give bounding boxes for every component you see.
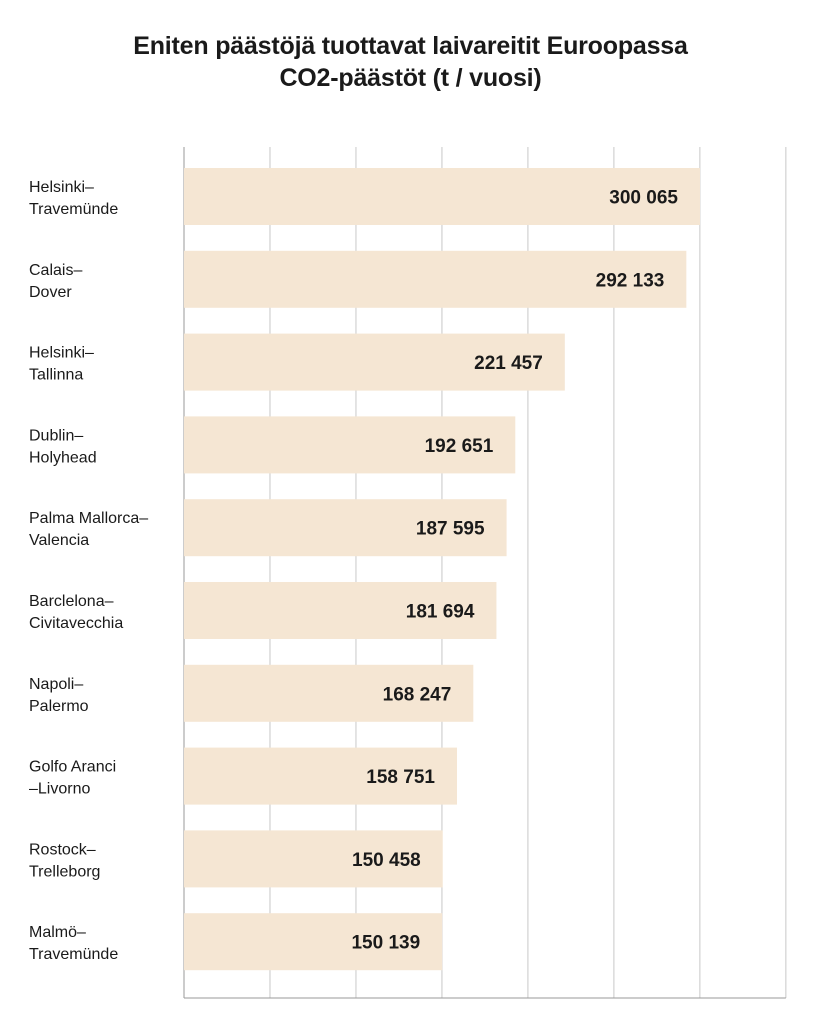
bar (184, 416, 516, 474)
bar-value-label: 181 694 (406, 602, 475, 623)
category-label: Napoli– Palermo (29, 676, 89, 715)
category-label: Rostock– Trelleborg (29, 841, 100, 880)
bar (184, 664, 474, 722)
bar-value-label: 150 139 (351, 933, 420, 954)
chart-subtitle: CO2-päästöt (t / vuosi) (279, 64, 542, 92)
category-label: Calais– Dover (29, 262, 82, 301)
bar-value-label: 187 595 (416, 519, 485, 540)
bar-value-label: 292 133 (596, 270, 665, 291)
category-label: Helsinki– Travemünde (29, 179, 118, 218)
category-label: Palma Mallorca– Valencia (29, 510, 148, 549)
bar (184, 830, 443, 888)
bar-value-label: 192 651 (425, 436, 494, 457)
bar (184, 250, 687, 308)
category-label: Golfo Aranci –Livorno (29, 759, 116, 798)
bar (184, 168, 700, 225)
bar-value-label: 300 065 (609, 188, 678, 209)
bar-value-label: 158 751 (366, 767, 435, 788)
category-label: Helsinki– Tallinna (29, 345, 94, 384)
bar (184, 499, 507, 557)
bar (184, 747, 457, 805)
bar (184, 582, 497, 639)
bar-value-label: 150 458 (352, 850, 421, 871)
bar-value-label: 168 247 (383, 684, 452, 705)
bar (184, 913, 443, 971)
bar-value-label: 221 457 (474, 353, 543, 374)
chart-title: Eniten päästöjä tuottavat laivareitit Eu… (133, 32, 688, 60)
category-label: Barclelona– Civitavecchia (29, 593, 123, 632)
category-label: Dublin– Holyhead (29, 427, 97, 466)
bar (184, 333, 565, 391)
category-label: Malmö– Travemünde (29, 924, 118, 963)
